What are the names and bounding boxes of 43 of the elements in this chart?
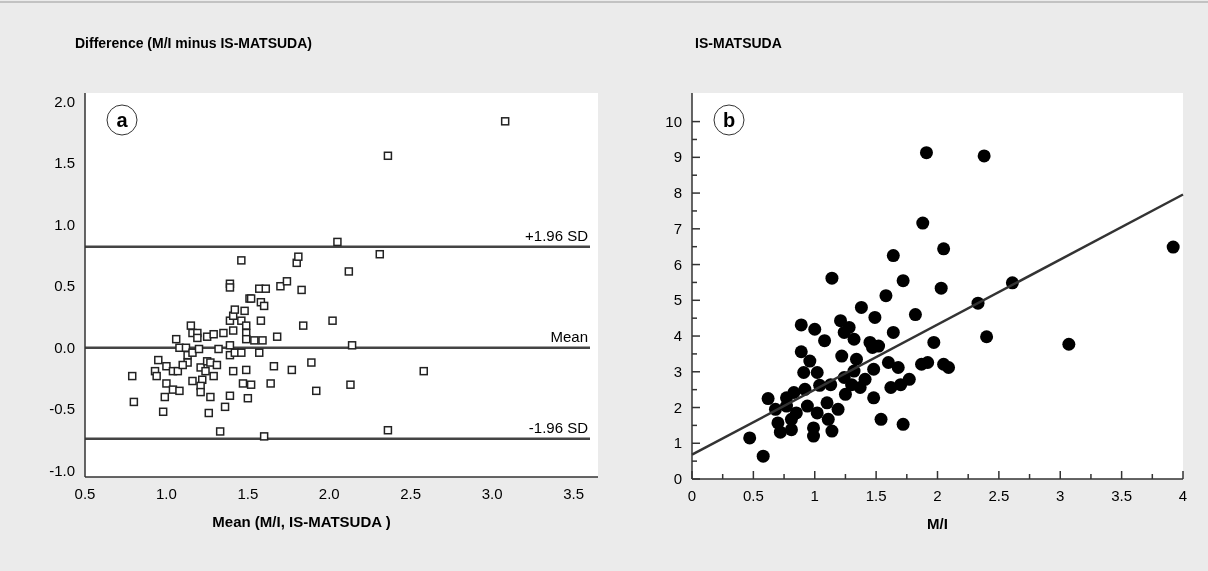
y-tick-label: 2.0 [54, 92, 75, 110]
y-tick-label: 0.0 [54, 338, 75, 356]
y-tick-label: 2 [673, 398, 682, 416]
x-tick-label: 3.0 [481, 485, 503, 502]
x-tick-label: 1.5 [237, 485, 259, 502]
ref-line-label: Mean [550, 327, 588, 345]
y-axis-title: IS-MATSUDA [695, 35, 782, 51]
x-tick-label: 2.5 [988, 487, 1010, 504]
y-tick-label: 7 [673, 219, 682, 237]
x-tick-label: 1.5 [865, 487, 887, 504]
x-axis-title: Mean (M/I, IS-MATSUDA ) [212, 513, 391, 530]
y-tick-label: 0 [673, 470, 682, 487]
y-tick-label: 9 [673, 148, 682, 166]
y-tick-label: -1.0 [49, 461, 75, 479]
x-tick-label: 2 [933, 487, 942, 504]
y-tick-label: 0.5 [54, 277, 75, 295]
y-tick-label: 8 [673, 184, 682, 202]
ref-line-label: -1.96 SD [528, 418, 589, 436]
y-tick-label: 5 [673, 291, 682, 309]
x-tick-label: 3.5 [563, 485, 584, 502]
y-tick-label: 1.0 [54, 215, 75, 233]
x-tick-label: 2.0 [318, 485, 340, 502]
y-tick-label: 4 [673, 327, 682, 345]
y-tick-label: -0.5 [49, 400, 75, 418]
x-tick-label: 4 [1178, 487, 1188, 504]
x-tick-label: 2.5 [400, 485, 422, 502]
x-axis-title: M/I [927, 515, 948, 532]
y-tick-label: 3 [673, 362, 682, 380]
y-tick-label: 6 [673, 255, 682, 273]
y-tick-label: 1 [673, 434, 682, 452]
y-tick-label: 10 [665, 112, 682, 130]
x-tick-label: 3.5 [1111, 487, 1133, 504]
x-tick-label: 0.5 [74, 485, 96, 502]
x-tick-label: 1.0 [156, 485, 177, 502]
x-tick-label: 0 [687, 487, 697, 504]
annotation: a [116, 109, 129, 131]
ref-line-label: +1.96 SD [525, 226, 589, 244]
y-axis-title: Difference (M/I minus IS-MATSUDA) [75, 35, 312, 51]
annotation: b [722, 109, 736, 131]
x-tick-label: 1 [810, 487, 819, 504]
x-tick-label: 0.5 [742, 487, 764, 504]
x-tick-label: 3 [1056, 487, 1065, 504]
y-tick-label: 1.5 [54, 154, 75, 172]
